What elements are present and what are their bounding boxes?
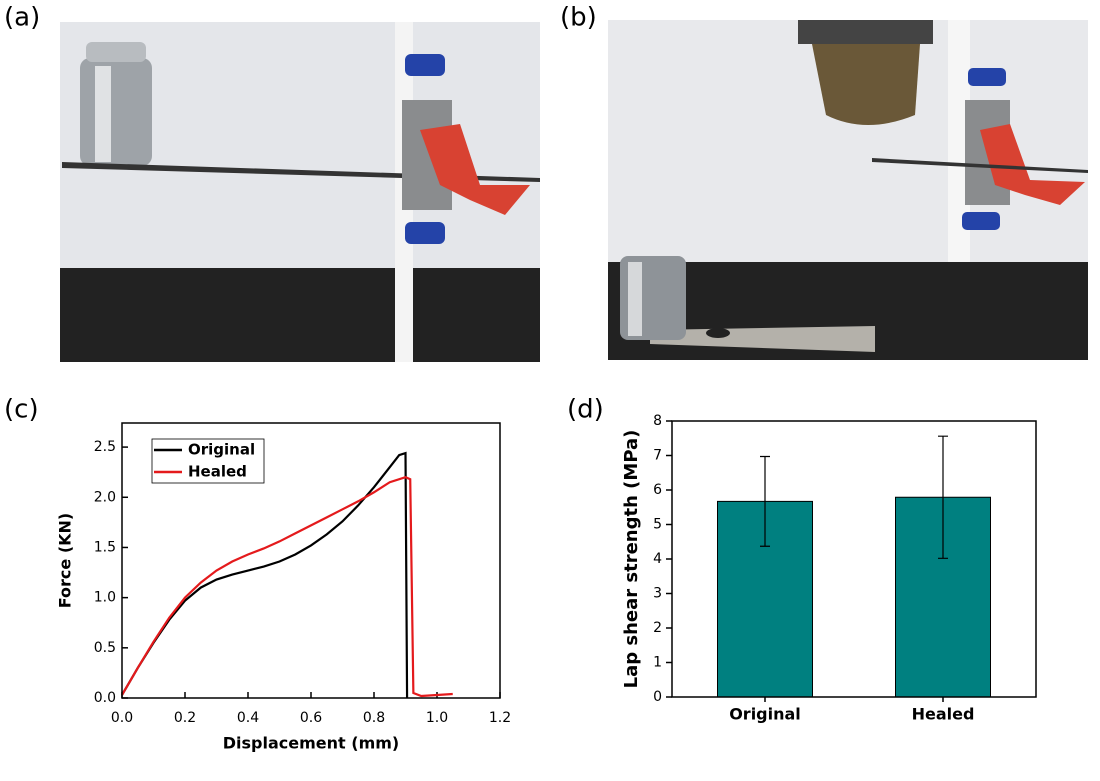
x-tick-label: 0.2	[174, 710, 196, 726]
legend-label: Healed	[188, 463, 247, 481]
y-tick-label: 8	[653, 413, 662, 429]
y-tick-label: 5	[653, 517, 662, 533]
legend-label: Original	[188, 441, 255, 459]
x-tick-label: Original	[729, 705, 801, 724]
panel-label: (c)	[4, 395, 39, 425]
panel-label: (b)	[560, 3, 597, 33]
y-tick-label: 7	[653, 448, 662, 464]
y-tick-label: 2	[653, 620, 662, 636]
x-tick-label: 0.8	[363, 710, 385, 726]
x-tick-label: Healed	[912, 705, 975, 724]
x-tick-label: 0.0	[111, 710, 133, 726]
data-line	[121, 476, 453, 698]
y-tick-label: 1.5	[94, 539, 116, 555]
x-tick-label: 0.4	[237, 710, 259, 726]
panel-label: (d)	[567, 395, 604, 425]
x-tick-label: 1.0	[426, 710, 448, 726]
plot-frame	[121, 422, 501, 699]
error-bar	[938, 435, 948, 559]
y-tick-label: 0.5	[94, 640, 116, 656]
plot-frame	[671, 420, 1037, 698]
x-tick-label: 1.2	[489, 710, 511, 726]
y-tick-label: 2.0	[94, 489, 116, 505]
x-tick-label: 0.6	[300, 710, 322, 726]
y-axis-label: Force (KN)	[56, 513, 75, 608]
x-axis-label: Displacement (mm)	[223, 734, 399, 753]
y-axis-label: Lap shear strength (MPa)	[621, 430, 642, 689]
y-tick-label: 1	[653, 655, 662, 671]
photo-a	[60, 22, 540, 362]
photo-b	[608, 20, 1088, 360]
y-tick-label: 4	[653, 551, 662, 567]
y-tick-label: 1.0	[94, 590, 116, 606]
legend-box	[151, 438, 265, 484]
y-tick-label: 0	[653, 689, 662, 705]
y-tick-label: 2.5	[94, 439, 116, 455]
y-tick-label: 0.0	[94, 690, 116, 706]
y-tick-label: 6	[653, 482, 662, 498]
error-bar	[760, 455, 770, 547]
panel-label: (a)	[4, 3, 40, 33]
y-tick-label: 3	[653, 586, 662, 602]
data-line	[121, 451, 409, 699]
